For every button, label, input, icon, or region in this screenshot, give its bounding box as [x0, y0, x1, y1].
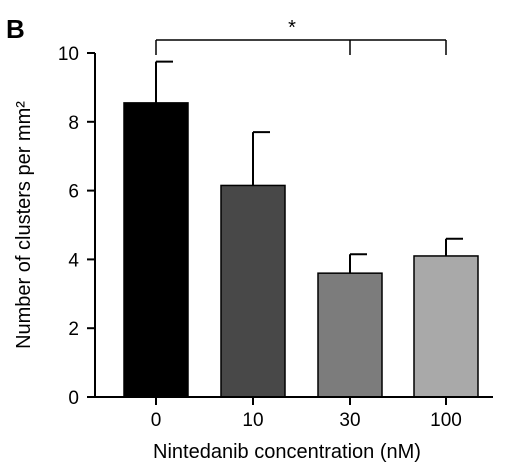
bar-10	[220, 184, 286, 398]
x-tick-label-10: 10	[242, 410, 263, 431]
y-tick-label-0: 0	[68, 388, 79, 409]
bars-group	[123, 102, 479, 398]
error-bars-group	[155, 60, 463, 274]
y-axis-label: Number of clusters per mm²	[13, 101, 35, 349]
x-tick-label-100: 100	[430, 410, 462, 431]
y-ticks-group: 0 2 4 6 8 10	[58, 44, 95, 409]
bar-30	[317, 272, 383, 398]
x-tick-label-30: 30	[339, 410, 360, 431]
y-tick-label-4: 4	[68, 250, 79, 271]
significance-bracket: *	[155, 17, 447, 55]
panel-label: B	[6, 14, 25, 44]
x-ticks-group: 0 10 30 100	[151, 397, 462, 431]
y-tick-label-2: 2	[68, 319, 79, 340]
y-tick-label-8: 8	[68, 113, 79, 134]
bar-100	[413, 255, 479, 398]
x-tick-label-0: 0	[151, 410, 162, 431]
y-tick-label-10: 10	[58, 44, 79, 65]
y-tick-label-6: 6	[68, 182, 79, 203]
x-axis-label: Nintedanib concentration (nM)	[153, 441, 421, 463]
bar-0	[123, 102, 189, 398]
significance-asterisk: *	[288, 17, 296, 39]
